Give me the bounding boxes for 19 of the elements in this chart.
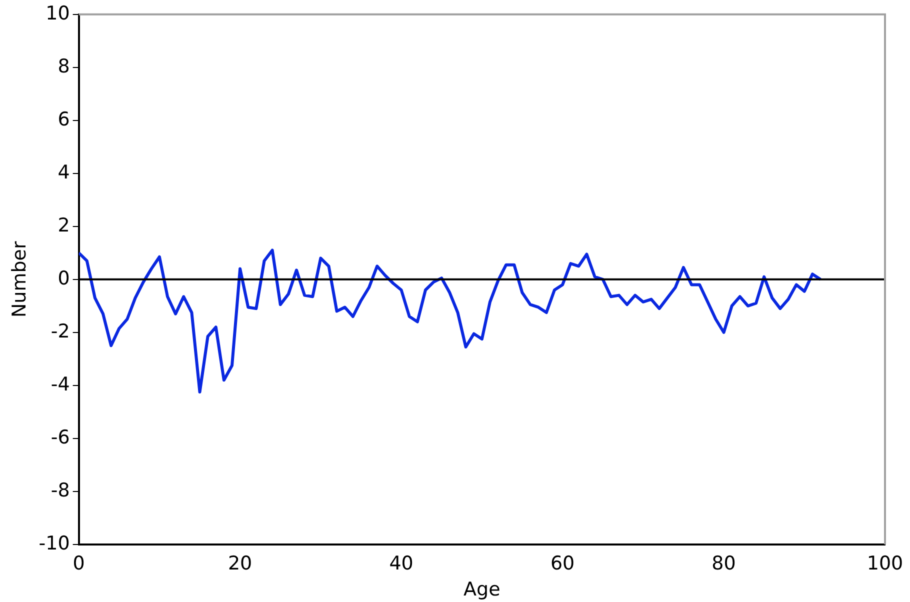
y-tick-label: 8	[58, 55, 70, 78]
y-tick-label: 10	[46, 2, 70, 24]
y-tick-label: -6	[50, 426, 70, 448]
x-axis-title: Age	[464, 578, 500, 601]
x-tick-label: 80	[712, 552, 736, 575]
x-tick-label: 40	[389, 552, 414, 575]
y-tick-label: -4	[50, 373, 70, 396]
y-tick-label: -10	[38, 532, 70, 554]
x-tick-label: 100	[866, 552, 904, 575]
y-tick-label: 6	[58, 108, 70, 130]
y-tick-label: 0	[58, 267, 70, 290]
x-tick-label: 0	[72, 552, 85, 575]
y-tick-label: -2	[50, 320, 70, 342]
y-axis-title: Number	[8, 241, 30, 318]
y-tick-label: 2	[58, 214, 70, 236]
y-tick-label: -8	[50, 479, 70, 502]
x-tick-label: 20	[228, 552, 252, 575]
x-tick-label: 60	[550, 552, 575, 575]
y-tick-label: 4	[58, 161, 70, 184]
